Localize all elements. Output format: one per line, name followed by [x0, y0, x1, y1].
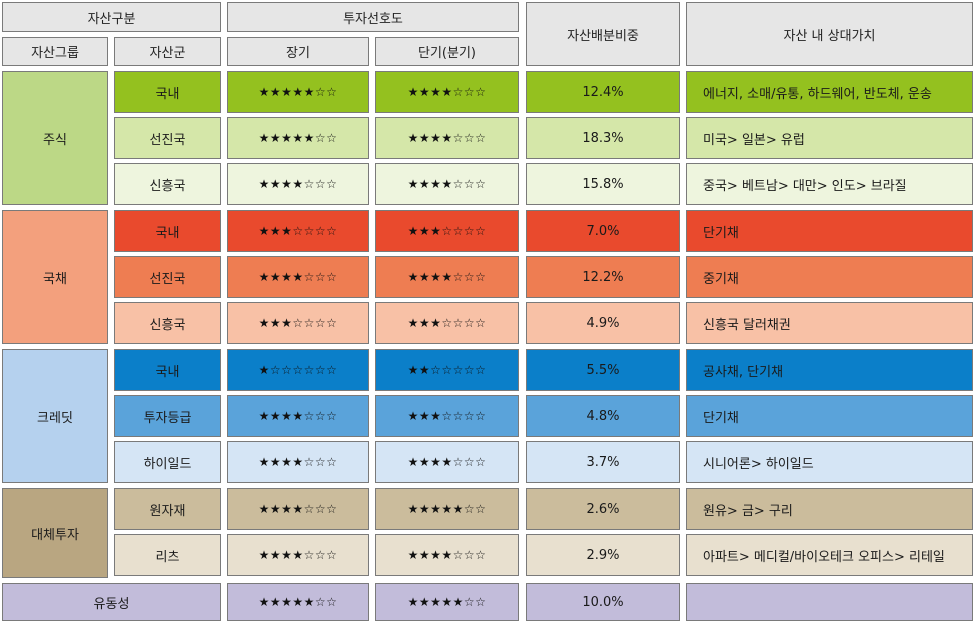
allocation-weight: 4.9% — [526, 302, 680, 344]
long-term-rating: ★☆☆☆☆☆☆ — [227, 349, 369, 391]
short-term-rating: ★★★★☆☆☆ — [375, 117, 519, 159]
long-term-rating: ★★★★★☆☆ — [227, 117, 369, 159]
allocation-weight: 12.4% — [526, 71, 680, 113]
relative-value-cell: 미국> 일본> 유럽 — [686, 117, 973, 159]
header-long-term: 장기 — [227, 37, 369, 66]
asset-type-cell: 원자재 — [114, 488, 221, 530]
liquidity-name: 유동성 — [2, 583, 221, 621]
relative-value-cell: 중국> 베트남> 대만> 인도> 브라질 — [686, 163, 973, 205]
short-term-rating: ★★★☆☆☆☆ — [375, 395, 519, 437]
asset-type-cell: 국내 — [114, 71, 221, 113]
header-relative-value: 자산 내 상대가치 — [686, 2, 973, 66]
allocation-weight: 4.8% — [526, 395, 680, 437]
group-cell-equity: 주식 — [2, 71, 108, 205]
liquidity-relative-value — [686, 583, 973, 621]
asset-type-cell: 선진국 — [114, 117, 221, 159]
long-term-rating: ★★★★☆☆☆ — [227, 441, 369, 483]
asset-type-cell: 선진국 — [114, 256, 221, 298]
long-term-rating: ★★★★★☆☆ — [227, 71, 369, 113]
allocation-weight: 5.5% — [526, 349, 680, 391]
relative-value-cell: 에너지, 소매/유통, 하드웨어, 반도체, 운송 — [686, 71, 973, 113]
allocation-weight: 7.0% — [526, 210, 680, 252]
liquidity-long-rating: ★★★★★☆☆ — [227, 583, 369, 621]
asset-type-cell: 신흥국 — [114, 163, 221, 205]
short-term-rating: ★★★★☆☆☆ — [375, 163, 519, 205]
group-cell-alternative: 대체투자 — [2, 488, 108, 578]
long-term-rating: ★★★☆☆☆☆ — [227, 302, 369, 344]
relative-value-cell: 원유> 금> 구리 — [686, 488, 973, 530]
short-term-rating: ★★★★☆☆☆ — [375, 441, 519, 483]
asset-type-cell: 신흥국 — [114, 302, 221, 344]
group-cell-credit: 크레딧 — [2, 349, 108, 483]
relative-value-cell: 단기채 — [686, 210, 973, 252]
allocation-weight: 2.6% — [526, 488, 680, 530]
asset-type-cell: 투자등급 — [114, 395, 221, 437]
asset-type-cell: 리츠 — [114, 534, 221, 576]
long-term-rating: ★★★★☆☆☆ — [227, 488, 369, 530]
header-short-term: 단기(분기) — [375, 37, 519, 66]
relative-value-cell: 신흥국 달러채권 — [686, 302, 973, 344]
long-term-rating: ★★★★☆☆☆ — [227, 395, 369, 437]
long-term-rating: ★★★★☆☆☆ — [227, 256, 369, 298]
asset-type-cell: 국내 — [114, 210, 221, 252]
relative-value-cell: 아파트> 메디컬/바이오테크 오피스> 리테일 — [686, 534, 973, 576]
header-preference: 투자선호도 — [227, 2, 519, 32]
group-cell-govt-bond: 국채 — [2, 210, 108, 344]
relative-value-cell: 공사채, 단기채 — [686, 349, 973, 391]
long-term-rating: ★★★☆☆☆☆ — [227, 210, 369, 252]
short-term-rating: ★★★★★☆☆ — [375, 488, 519, 530]
short-term-rating: ★★★★☆☆☆ — [375, 256, 519, 298]
allocation-weight: 2.9% — [526, 534, 680, 576]
header-asset-type: 자산군 — [114, 37, 221, 66]
allocation-weight: 18.3% — [526, 117, 680, 159]
relative-value-cell: 단기채 — [686, 395, 973, 437]
header-asset-group: 자산그룹 — [2, 37, 108, 66]
long-term-rating: ★★★★☆☆☆ — [227, 163, 369, 205]
short-term-rating: ★★★☆☆☆☆ — [375, 302, 519, 344]
header-asset-class: 자산구분 — [2, 2, 221, 32]
allocation-weight: 3.7% — [526, 441, 680, 483]
allocation-weight: 12.2% — [526, 256, 680, 298]
short-term-rating: ★★★★☆☆☆ — [375, 71, 519, 113]
asset-type-cell: 국내 — [114, 349, 221, 391]
header-allocation: 자산배분비중 — [526, 2, 680, 66]
relative-value-cell: 중기채 — [686, 256, 973, 298]
liquidity-weight: 10.0% — [526, 583, 680, 621]
short-term-rating: ★★★★☆☆☆ — [375, 534, 519, 576]
short-term-rating: ★★☆☆☆☆☆ — [375, 349, 519, 391]
allocation-weight: 15.8% — [526, 163, 680, 205]
short-term-rating: ★★★☆☆☆☆ — [375, 210, 519, 252]
asset-type-cell: 하이일드 — [114, 441, 221, 483]
long-term-rating: ★★★★☆☆☆ — [227, 534, 369, 576]
liquidity-short-rating: ★★★★★☆☆ — [375, 583, 519, 621]
relative-value-cell: 시니어론> 하이일드 — [686, 441, 973, 483]
